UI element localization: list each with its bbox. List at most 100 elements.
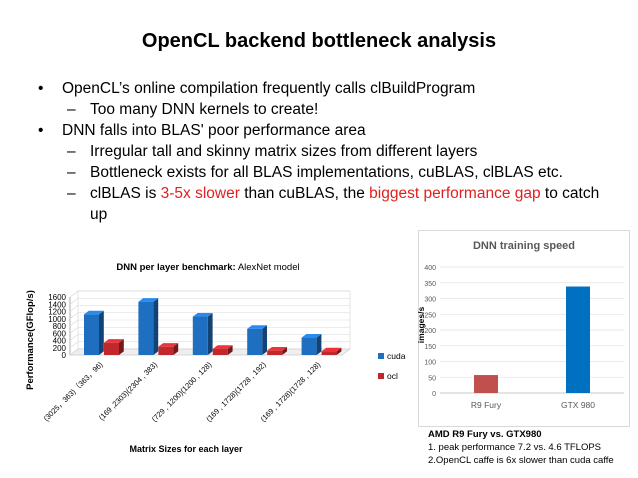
bar-ocl: [212, 348, 228, 355]
bar-ocl: [321, 351, 337, 355]
sub-bullet-item: – clBLAS is 3-5x slower than cuBLAS, the …: [38, 183, 618, 225]
bar-cuda: [138, 301, 154, 355]
bullet-text: Bottleneck exists for all BLAS implement…: [90, 164, 563, 181]
bar-side: [336, 347, 342, 355]
dash-icon: –: [67, 143, 76, 160]
gridline-depth: [69, 319, 79, 327]
y-axis-title: images/s: [418, 307, 426, 344]
bar-side: [262, 325, 267, 355]
y-axis-title: Performance(GFlop/s): [25, 290, 36, 390]
x-axis-title: Matrix Sizes for each layer: [129, 444, 243, 454]
note-line: 2.OpenCL caffe is 6x slower than cuda ca…: [428, 455, 614, 466]
gridline-depth: [69, 312, 79, 319]
dash-icon: –: [67, 101, 76, 118]
chart-title-rest: AlexNet model: [236, 262, 300, 273]
x-tick-label: (169 , 1728)(1728 , 128): [259, 360, 323, 424]
bar-ocl: [158, 346, 174, 355]
legend-swatch-ocl: [378, 373, 384, 379]
bar-r9-fury: [474, 375, 498, 393]
chart-frame: [418, 230, 630, 427]
y-tick-label: 350: [424, 281, 436, 288]
bullet-text: Too many DNN kernels to create!: [90, 101, 319, 118]
bar-top: [247, 325, 267, 329]
y-tick-label: 250: [424, 312, 436, 319]
bullet-text: to catch up: [90, 185, 600, 223]
bullet-text: OpenCL’s online compilation frequently c…: [62, 80, 476, 97]
bar-side: [153, 298, 159, 355]
y-tick-label: 1600: [48, 293, 66, 302]
x-tick-label: (3025，363)（363，96): [42, 360, 105, 423]
chart-title: DNN training speed: [473, 240, 575, 252]
sub-bullet-item: – Irregular tall and skinny matrix sizes …: [38, 141, 618, 162]
dash-icon: –: [67, 185, 76, 202]
sub-bullet-item: – Too many DNN kernels to create!: [38, 99, 618, 120]
bar-side: [227, 345, 233, 355]
gridline-depth: [69, 305, 79, 312]
gridline-depth: [69, 334, 79, 341]
y-tick-label: 1000: [48, 315, 66, 324]
y-tick-label: 300: [424, 297, 436, 304]
y-tick-label: 400: [53, 337, 67, 346]
bar-ocl: [267, 350, 283, 355]
bar-side: [173, 343, 179, 355]
x-tick-label: GTX 980: [561, 400, 595, 410]
bullet-text: than cuBLAS, the: [239, 185, 370, 202]
y-tick-label: 1400: [48, 300, 66, 309]
gridline-depth: [69, 327, 79, 334]
gridline-depth: [69, 290, 79, 298]
bar-side: [282, 347, 287, 355]
y-tick-label: 200: [424, 328, 436, 335]
bar-top: [104, 339, 124, 343]
note-heading: AMD R9 Fury vs. GTX980: [428, 429, 542, 440]
bar-gtx-980: [566, 286, 590, 393]
bar-top: [158, 343, 179, 347]
y-tick-label: 1200: [48, 308, 66, 317]
bar-cuda: [192, 316, 208, 355]
gridline-depth: [69, 348, 79, 356]
highlight-text: biggest performance gap: [369, 185, 541, 202]
bullet-list: • OpenCL’s online compilation frequently …: [38, 78, 618, 225]
y-tick-label: 150: [424, 344, 436, 351]
bar-top: [267, 347, 287, 351]
bullet-item: • DNN falls into BLAS' poor performance a…: [38, 120, 618, 141]
bar-cuda: [301, 337, 317, 355]
bullet-text: DNN falls into BLAS' poor performance ar…: [62, 122, 366, 139]
bar-top: [321, 347, 342, 352]
y-tick-label: 800: [53, 322, 67, 331]
y-tick-label: 50: [428, 375, 436, 382]
slide-title: OpenCL backend bottleneck analysis: [141, 30, 497, 52]
legend-swatch-cuda: [378, 353, 384, 359]
bar-cuda: [84, 314, 99, 355]
note-line: 1. peak performance 7.2 vs. 4.6 TFLOPS: [428, 442, 602, 453]
bar-side: [316, 334, 322, 355]
x-tick-label: R9 Fury: [471, 400, 502, 410]
bar-top: [301, 334, 322, 338]
x-tick-label: (169 , 1728)(1728 , 192): [204, 360, 268, 424]
bullet-text: Irregular tall and skinny matrix sizes f…: [90, 143, 478, 160]
bar-top: [192, 312, 213, 317]
layer-benchmark-chart: DNN per layer benchmark: AlexNet model 02…: [25, 262, 406, 454]
sub-bullet-item: – Bottleneck exists for all BLAS implemen…: [38, 162, 618, 183]
gridline-depth: [69, 298, 79, 305]
bar-side: [119, 339, 124, 355]
bar-side: [207, 312, 213, 355]
bullet-text: clBLAS is: [90, 185, 161, 202]
bullet-dot-icon: •: [38, 122, 44, 139]
x-tick-label: (169 ,2303)(2304 , 383): [97, 360, 159, 422]
y-tick-label: 600: [53, 329, 67, 338]
bullet-dot-icon: •: [38, 80, 44, 97]
bar-cuda: [247, 328, 263, 355]
highlight-text: 3-5x slower: [160, 185, 240, 202]
y-tick-label: 200: [53, 344, 67, 353]
comparison-note: AMD R9 Fury vs. GTX980 1. peak performan…: [428, 428, 638, 467]
legend-label-cuda: cuda: [387, 351, 406, 361]
gridline-depth: [69, 341, 79, 348]
bar-ocl: [104, 342, 119, 355]
y-tick-label: 0: [62, 351, 67, 360]
bar-top: [212, 345, 233, 349]
y-tick-label: 0: [432, 391, 436, 398]
y-tick-label: 100: [424, 360, 436, 367]
bullet-item: • OpenCL’s online compilation frequently …: [38, 78, 618, 99]
dash-icon: –: [67, 164, 76, 181]
x-tick-label: (729 , 1200)(1200 , 128): [150, 360, 214, 424]
